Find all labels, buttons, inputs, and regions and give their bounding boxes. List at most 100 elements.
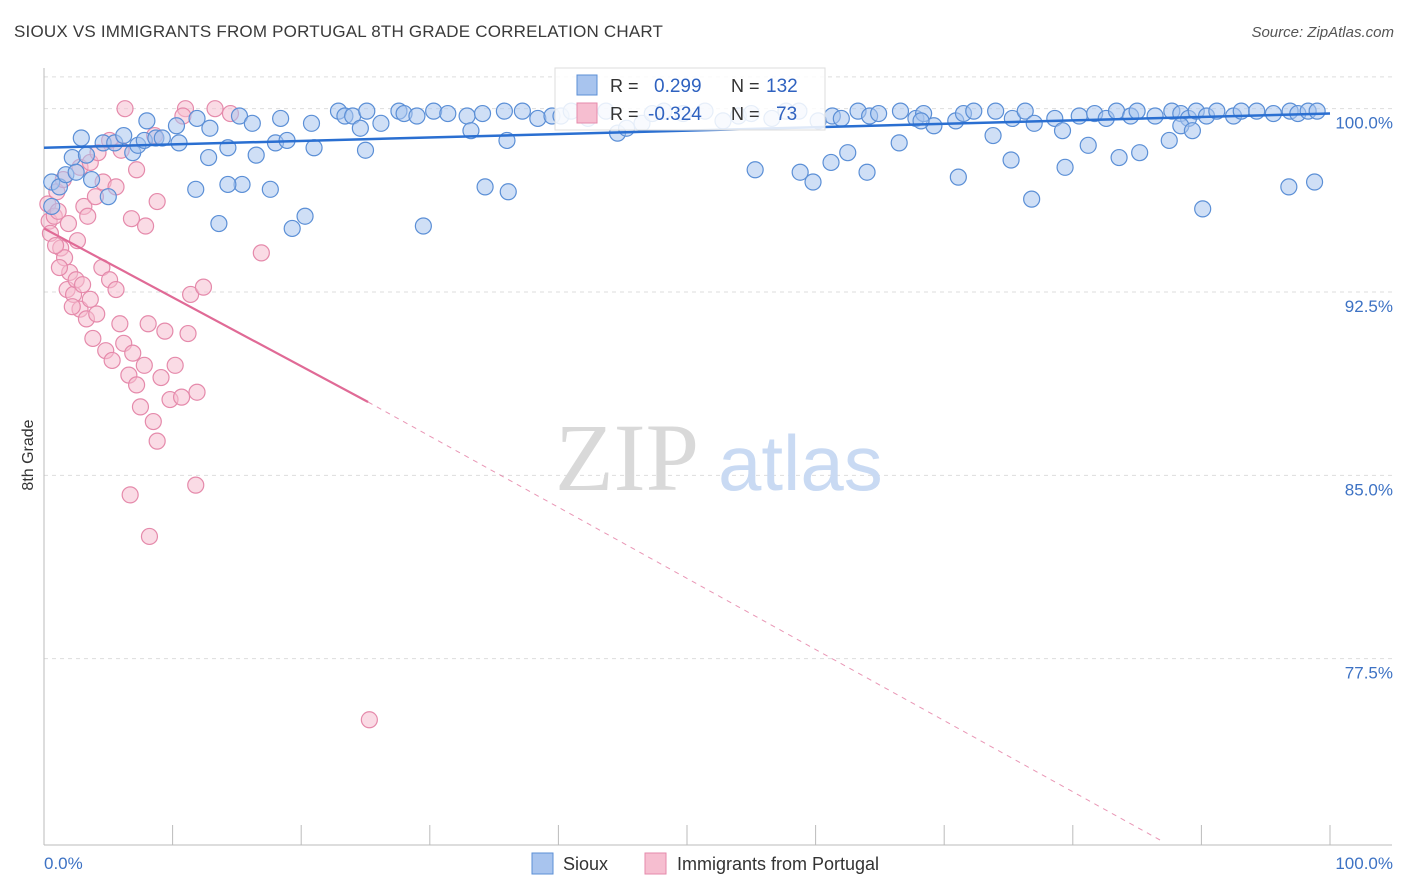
sioux-point [891,102,910,120]
portugal-point [140,527,159,546]
sioux-point [167,117,186,135]
portugal-trend-line [43,227,369,403]
sioux-point [1110,148,1128,167]
sioux-point [804,173,822,191]
sioux-point [746,161,764,179]
y-tick-label: 85.0% [1345,480,1393,499]
x-tick-labels: 0.0% 100.0% [44,854,1393,873]
portugal-point [148,192,166,211]
portugal-point [73,276,92,294]
sioux-point [1194,200,1212,218]
portugal-point [79,207,97,225]
sioux-point [188,109,206,128]
sioux-point [115,126,133,145]
sioux-point [302,114,321,132]
portugal-point [131,398,150,416]
portugal-point [136,217,155,235]
sioux-point [1146,107,1164,125]
sioux-point [1025,114,1043,132]
portugal-point [188,383,206,401]
sioux-point [870,104,888,123]
sioux-point [513,102,531,120]
sioux-point [1308,102,1326,120]
portugal-point [88,305,106,323]
portugal-point [121,486,139,504]
sioux-point [822,153,840,172]
portugal-point [173,388,191,406]
portugal-point [127,161,146,179]
sioux-point [77,146,96,164]
sioux-point [305,139,323,157]
sioux-point [1046,109,1064,128]
x-tick-label-max: 100.0% [1335,854,1393,873]
legend-r-label-2: R = [610,104,639,124]
portugal-point [194,278,213,296]
sioux-point [99,188,117,206]
sioux-point [272,109,290,128]
trend-lines [43,112,1331,841]
sioux-point [358,102,376,120]
portugal-point [148,432,166,450]
sioux-point [890,134,908,152]
legend-swatch-portugal [576,102,598,124]
sioux-point [987,102,1005,120]
sioux-point [529,109,547,128]
legend-swatch-sioux [576,74,598,96]
sioux-point [949,168,967,186]
sioux-point [414,217,432,235]
portugal-point [135,356,153,374]
sioux-point [43,197,61,216]
sioux-point [462,122,480,140]
sioux-point [283,219,301,238]
sioux-point [832,109,850,128]
sioux-point [1280,178,1298,196]
portugal-point [179,324,197,343]
portugal-trend-extension [367,401,1161,841]
legend-frame [554,67,826,131]
sioux-point [63,148,81,167]
portugal-point [252,244,270,262]
sioux-point [296,207,314,225]
x-tick-label-min: 0.0% [44,854,83,873]
source-label: Source: ZipAtlas.com [1251,24,1394,41]
sioux-point [1016,102,1034,120]
y-tick-label: 92.5% [1345,297,1393,316]
sioux-point [1305,173,1324,191]
sioux-point [458,107,476,125]
sioux-point [67,163,85,181]
legend-r-value-2: -0.324 [648,104,702,125]
portugal-point [103,351,121,370]
portugal-point [144,412,162,431]
sioux-point [201,119,219,137]
sioux-point [247,146,265,164]
sioux-point [839,144,857,162]
portugal-point [124,344,142,362]
sioux-point [1053,122,1072,140]
portugal-point [206,100,224,118]
portugal-point [59,214,78,233]
sioux-point [1002,151,1020,169]
sioux-trend-line [43,112,1331,150]
portugal-point [139,315,157,333]
sioux-point [1079,136,1097,154]
series-legend: Sioux Immigrants from Portugal [531,852,879,875]
sioux-point [200,148,218,167]
stats-legend: R = 0.299 N = 132 R = -0.324 N = 73 [554,67,826,131]
chart-title: SIOUX VS IMMIGRANTS FROM PORTUGAL 8TH GR… [14,22,664,41]
portugal-point [127,376,146,394]
portugal-point [50,258,69,277]
y-tick-labels: 100.0% 92.5% 85.0% 77.5% [1335,114,1393,683]
y-tick-label: 77.5% [1345,664,1393,683]
sioux-point [1264,104,1283,123]
legend-n-value-1: 132 [766,76,798,97]
sioux-point [210,214,228,233]
portugal-point [122,210,141,228]
portugal-points [39,100,378,729]
sioux-point [408,107,426,125]
portugal-point [107,280,125,299]
legend-n-label-1: N = [731,76,760,96]
portugal-point [182,285,200,304]
y-axis-label: 8th Grade [20,419,37,490]
watermark-zip: ZIP [555,404,699,511]
sioux-point [984,126,1002,145]
